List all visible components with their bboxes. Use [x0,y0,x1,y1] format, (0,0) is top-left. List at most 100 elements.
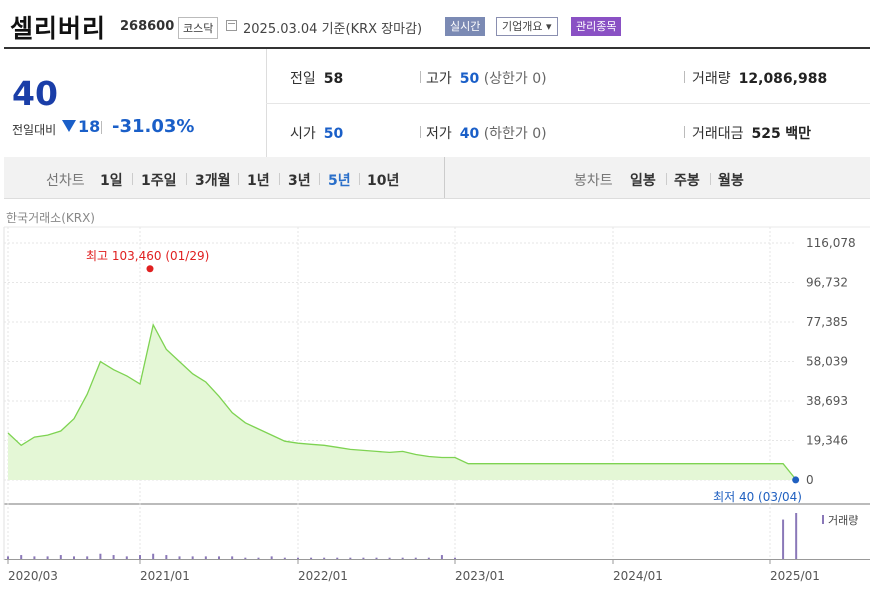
low-value: 40 [459,126,480,142]
volume-bar [46,556,49,559]
volume-bar [191,556,194,559]
low-label: 저가 [426,126,452,142]
volume-bar [86,556,89,559]
change-divider [101,121,102,134]
amount-value: 525 [751,126,781,142]
change-percent: -31.03% [112,116,195,137]
x-tick-label: 2021/01 [140,569,190,583]
change-label: 전일대비 [12,123,57,137]
tab-1d[interactable]: 1일 [100,173,123,189]
tab-divider [359,173,360,185]
prev-close-label: 전일 [290,71,316,87]
y-axis-ticks: 116,078 96,732 77,385 58,039 38,693 19,346 0 [806,236,856,487]
volume-bar [20,555,23,559]
stock-code: 268600 [120,19,175,34]
volume-bar [73,556,75,559]
x-axis-ticks: 2020/03 2021/01 2022/01 2023/01 2024/01 2025/… [7,559,820,583]
trade-amount: 거래대금 525 백만 [692,123,811,143]
volume-bar [218,556,220,559]
stock-header: 셀리버리 268600 코스닥 2025.03.04 기준(KRX 장마감) 실… [0,0,872,49]
volume-bar [112,555,115,559]
tab-monthly[interactable]: 월봉 [718,173,744,189]
volume-bar [323,557,326,559]
volume-bar [283,557,286,559]
high-marker [146,265,154,273]
volume-legend-swatch [822,515,824,524]
low-note: (하한가 0) [483,126,547,142]
tab-3m[interactable]: 3개월 [195,173,231,189]
tab-divider [186,173,187,185]
volume-bar [59,555,62,559]
volume-bar [336,557,339,559]
tab-divider [132,173,133,185]
quote-date: 2025.03.04 기준(KRX 장마감) [243,18,422,37]
open-label: 시가 [290,126,316,142]
calendar-icon [226,20,237,31]
high-value: 50 [459,71,480,87]
volume-bar [375,557,378,559]
y-tick-label: 58,039 [806,355,848,369]
tab-weekly[interactable]: 주봉 [674,173,700,189]
price-line [7,322,797,481]
realtime-button[interactable]: 실시간 [445,17,486,36]
high-label: 고가 [426,71,452,87]
volume-bar [454,557,456,559]
tab-daily[interactable]: 일봉 [630,173,656,189]
tab-5y[interactable]: 5년 [328,173,351,189]
volume-bar [388,557,391,559]
volume-bar [297,557,299,559]
day-high: 고가 50 (상한가 0) [426,68,547,88]
volume: 거래량 12,086,988 [692,68,827,88]
x-tick-label: 2020/03 [8,569,58,583]
cell-divider [420,71,421,83]
volume-bar [178,556,181,559]
volume-bar [795,513,798,559]
down-triangle-icon [62,120,76,132]
high-annotation: 최고 103,460 (01/29) [86,249,209,263]
volume-bars [7,513,798,559]
y-tick-label: 77,385 [806,315,848,329]
x-tick-label: 2024/01 [613,569,663,583]
volume-bar [401,557,404,559]
volume-bar [440,555,443,559]
volume-bar [257,557,260,559]
x-tick-label: 2022/01 [298,569,348,583]
x-tick-label: 2023/01 [455,569,505,583]
volume-bar [33,556,36,559]
x-tick-label: 2025/01 [770,569,820,583]
volume-bar [244,557,247,559]
quote-row-divider [266,103,870,104]
y-tick-label: 38,693 [806,394,848,408]
prev-close-value: 58 [323,71,344,87]
tab-1y[interactable]: 1년 [247,173,270,189]
volume-bar [310,557,313,559]
tab-1w[interactable]: 1주일 [141,173,177,189]
tab-divider [238,173,239,185]
high-note: (상한가 0) [483,71,547,87]
volume-bar [362,557,365,559]
tab-3y[interactable]: 3년 [288,173,311,189]
volume-bar [414,557,417,559]
volume-bar [139,555,141,559]
company-info-dropdown[interactable]: 기업개요 ▾ [496,17,558,36]
volume-bar [99,553,102,559]
volume-bar [782,519,785,559]
volume-bar [231,556,234,559]
market-badge: 코스닥 [178,17,219,39]
managed-stock-badge[interactable]: 관리종목 [571,17,622,36]
tab-divider [319,173,320,185]
current-price: 40 [12,74,58,113]
cell-divider [684,71,685,83]
y-tick-label: 116,078 [806,236,856,250]
volume-label: 거래량 [692,71,731,87]
tab-10y[interactable]: 10년 [367,173,400,189]
volume-bar [125,556,128,559]
chart-period-tabs: 선차트 1일 1주일 3개월 1년 3년 5년 10년 봉차트 일봉 주봉 월봉 [4,157,870,199]
tab-divider [666,173,667,185]
volume-value: 12,086,988 [738,71,828,87]
header-divider [4,47,870,49]
date-value: 2025.03.04 [243,22,318,37]
cell-divider [420,126,421,138]
volume-bar [204,556,207,559]
prev-close: 전일 58 [290,68,343,88]
